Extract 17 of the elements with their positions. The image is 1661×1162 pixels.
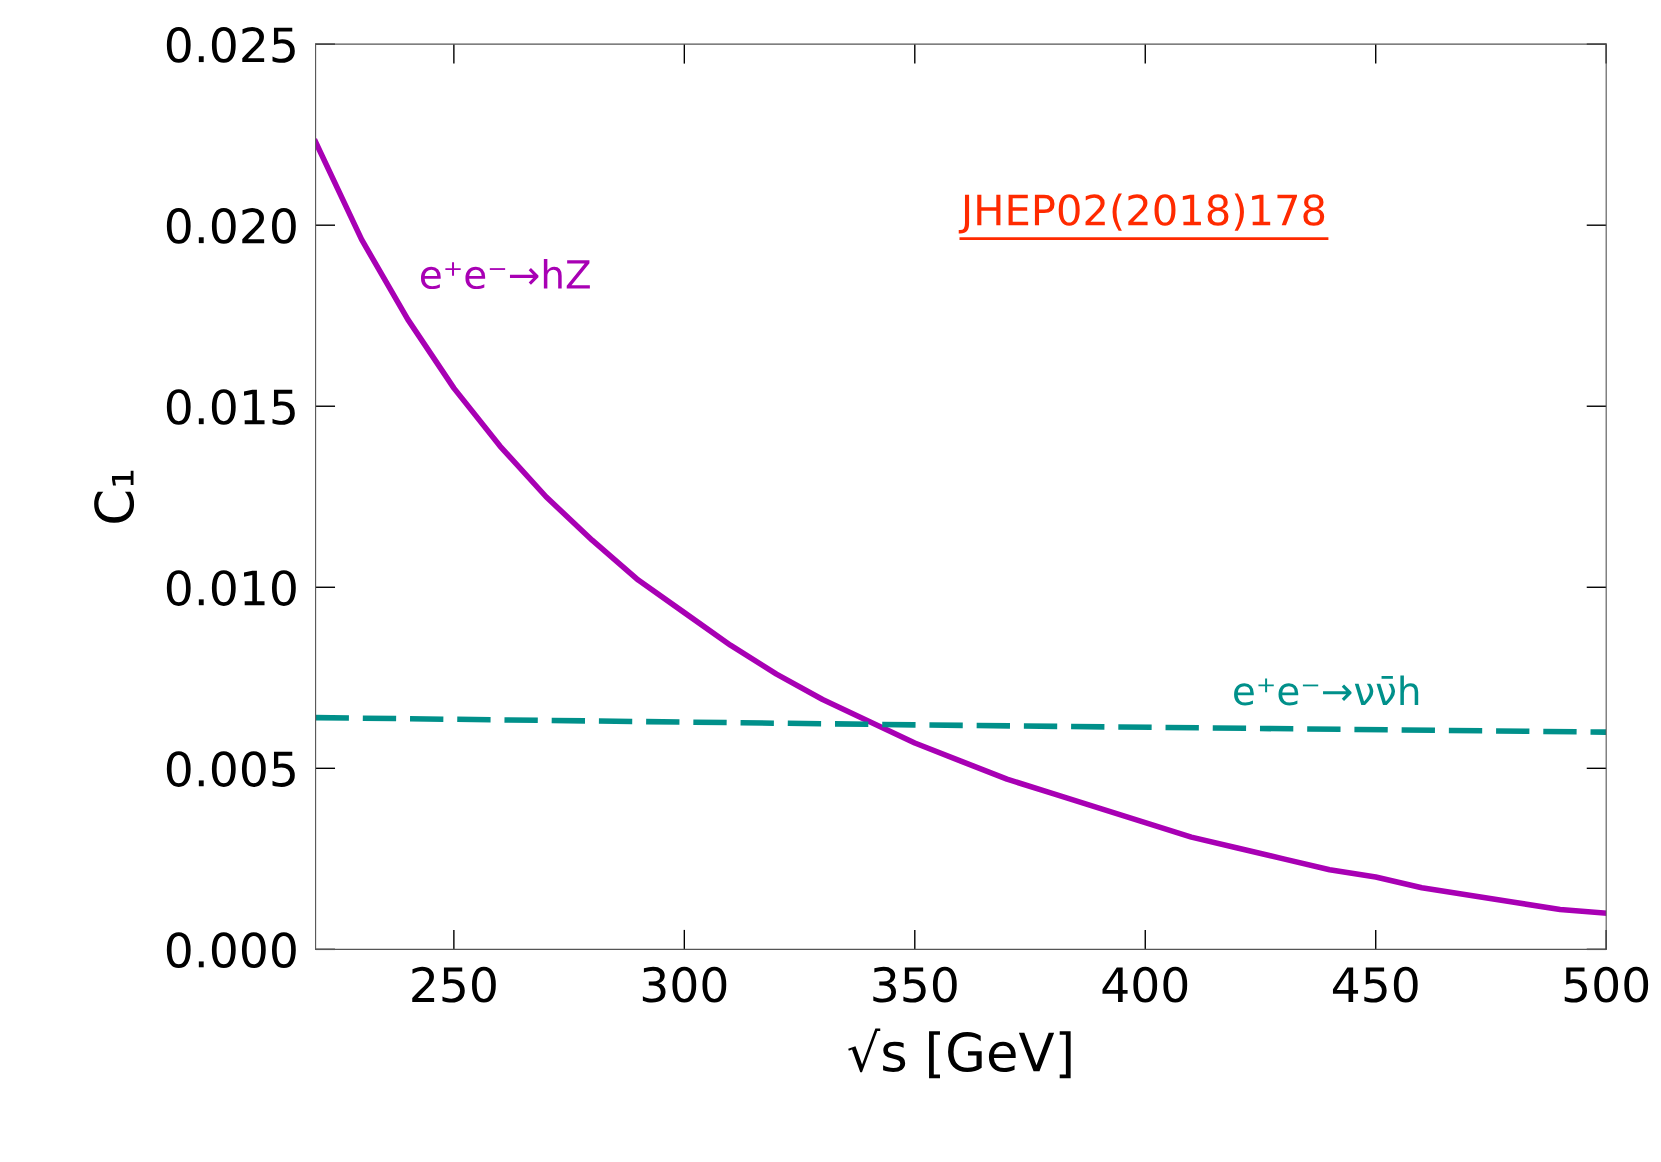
x-axis-title: √s [GeV]: [848, 1028, 1071, 1079]
y-tick-label: 0.005: [166, 751, 295, 787]
series-label: e⁺e⁻→νν̄h: [1234, 675, 1419, 706]
y-tick-label: 0.020: [166, 208, 296, 244]
y-tick-label: 0.015: [166, 389, 295, 425]
x-tick-label: 400: [1102, 966, 1188, 1003]
x-tick-label: 350: [873, 966, 957, 1003]
y-axis-title: C₁: [94, 470, 135, 523]
y-tick-label: 0.025: [166, 27, 295, 63]
x-tick-label: 250: [412, 966, 496, 1003]
y-tick-label: 0.000: [166, 932, 296, 968]
series-label: e⁺e⁻→hZ: [420, 259, 590, 290]
x-tick-label: 450: [1332, 966, 1418, 1003]
x-tick-label: 300: [642, 966, 727, 1003]
y-tick-label: 0.010: [166, 570, 296, 606]
annotation: JHEP02(2018)178: [958, 193, 1325, 234]
x-tick-label: 500: [1564, 966, 1649, 1003]
